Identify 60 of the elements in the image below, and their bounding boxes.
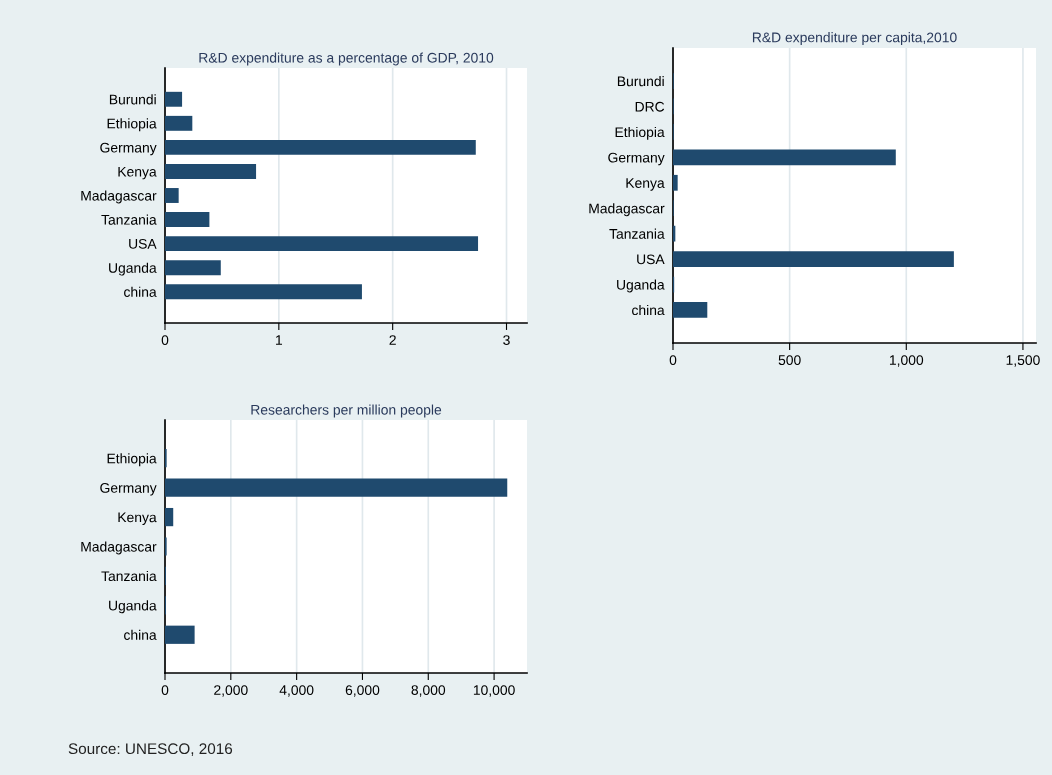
bar (165, 212, 210, 228)
y-tick-label: Kenya (118, 512, 157, 525)
y-tick-label: Uganda (109, 262, 157, 276)
y-tick-label: Germany (100, 142, 157, 156)
bar (165, 91, 183, 107)
y-tick-label: Burundi (109, 94, 156, 105)
chart-title: R&D expenditure per capita,2010 (752, 32, 957, 46)
x-tick-label: 8,000 (411, 685, 446, 697)
bar (673, 149, 896, 166)
bar (673, 302, 708, 318)
x-tick-label: 0 (669, 355, 677, 366)
x-tick-label: 3 (503, 335, 510, 346)
source-note: Source: UNESCO, 2016 (68, 743, 233, 756)
chart-title: R&D expenditure as a percentage of GDP, 2010 (199, 52, 494, 66)
y-tick-label: USA (637, 254, 665, 265)
chart-title: Researchers per million people (251, 404, 442, 418)
y-tick-label: Germany (608, 152, 665, 166)
bar (673, 174, 678, 191)
x-tick-label: 1,000 (889, 355, 924, 367)
bar (165, 507, 174, 527)
x-tick-label: 4,000 (279, 685, 314, 697)
y-tick-label: Ethiopia (107, 118, 157, 132)
y-tick-label: Tanzania (101, 570, 157, 582)
y-tick-label: china (124, 286, 157, 297)
y-tick-label: Kenya (626, 178, 665, 191)
y-tick-label: Tanzania (101, 214, 157, 225)
y-tick-label: Tanzania (609, 228, 665, 239)
bar (673, 251, 954, 267)
x-tick-label: 10,000 (473, 685, 515, 697)
x-tick-label: 6,000 (345, 685, 380, 697)
y-tick-label: Ethiopia (107, 453, 157, 467)
y-tick-label: china (632, 304, 665, 316)
bar (165, 260, 221, 276)
x-tick-label: 2,000 (214, 685, 248, 697)
bar (165, 236, 479, 252)
bar (165, 188, 179, 203)
x-tick-label: 0 (161, 685, 169, 696)
y-tick-label: Madagascar (589, 203, 665, 217)
y-tick-label: Germany (100, 483, 157, 496)
bar (165, 139, 476, 155)
y-tick-label: Uganda (617, 279, 665, 293)
y-tick-label: Kenya (118, 166, 157, 180)
y-tick-label: Uganda (109, 600, 157, 614)
x-tick-label: 2 (389, 335, 396, 345)
y-tick-label: USA (129, 238, 157, 249)
x-tick-label: 1 (276, 335, 283, 345)
bar (165, 115, 193, 131)
x-tick-label: 1,500 (1006, 355, 1040, 367)
bar (165, 284, 362, 300)
y-tick-label: DRC (635, 101, 665, 112)
y-tick-label: Madagascar (81, 541, 157, 555)
y-tick-label: Madagascar (81, 190, 157, 204)
y-tick-label: china (124, 629, 157, 640)
y-tick-label: Ethiopia (615, 126, 665, 140)
bar (165, 625, 195, 644)
bar (165, 163, 257, 179)
x-tick-label: 500 (778, 355, 801, 366)
y-tick-label: Burundi (617, 76, 664, 87)
bar (165, 478, 508, 497)
x-tick-label: 0 (161, 335, 169, 346)
